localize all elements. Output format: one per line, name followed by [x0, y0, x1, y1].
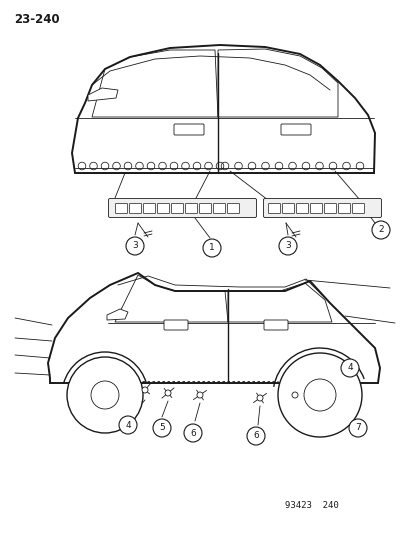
Text: 1: 1	[209, 244, 214, 253]
Circle shape	[67, 357, 142, 433]
FancyBboxPatch shape	[129, 204, 141, 214]
FancyBboxPatch shape	[143, 204, 155, 214]
FancyBboxPatch shape	[310, 204, 322, 214]
FancyBboxPatch shape	[199, 204, 211, 214]
Text: 4: 4	[125, 421, 131, 430]
Circle shape	[256, 395, 262, 401]
FancyBboxPatch shape	[108, 198, 256, 217]
Circle shape	[126, 237, 144, 255]
FancyBboxPatch shape	[227, 204, 239, 214]
Text: 5: 5	[159, 424, 164, 432]
FancyBboxPatch shape	[263, 198, 380, 217]
FancyBboxPatch shape	[338, 204, 350, 214]
Circle shape	[91, 381, 119, 409]
Text: 7: 7	[354, 424, 360, 432]
Circle shape	[247, 427, 264, 445]
Circle shape	[142, 387, 147, 393]
Text: 4: 4	[347, 364, 352, 373]
Text: 3: 3	[132, 241, 138, 251]
FancyBboxPatch shape	[185, 204, 197, 214]
FancyBboxPatch shape	[268, 204, 280, 214]
Polygon shape	[88, 88, 118, 101]
FancyBboxPatch shape	[351, 204, 363, 214]
FancyBboxPatch shape	[282, 204, 294, 214]
FancyBboxPatch shape	[157, 204, 169, 214]
FancyBboxPatch shape	[213, 204, 225, 214]
FancyBboxPatch shape	[171, 204, 183, 214]
Text: 23-240: 23-240	[14, 13, 59, 26]
Circle shape	[348, 419, 366, 437]
FancyBboxPatch shape	[280, 124, 310, 135]
Text: 93423  240: 93423 240	[284, 501, 338, 510]
Text: 3: 3	[285, 241, 290, 251]
Circle shape	[202, 239, 221, 257]
FancyBboxPatch shape	[164, 320, 188, 330]
Text: 6: 6	[190, 429, 195, 438]
FancyBboxPatch shape	[296, 204, 308, 214]
Circle shape	[165, 390, 171, 396]
Polygon shape	[107, 309, 128, 320]
Circle shape	[119, 416, 137, 434]
FancyBboxPatch shape	[263, 320, 287, 330]
FancyBboxPatch shape	[115, 204, 127, 214]
Text: 2: 2	[377, 225, 383, 235]
Circle shape	[183, 424, 202, 442]
FancyBboxPatch shape	[324, 204, 336, 214]
Circle shape	[291, 392, 297, 398]
Circle shape	[277, 353, 361, 437]
FancyBboxPatch shape	[173, 124, 204, 135]
Circle shape	[278, 237, 296, 255]
Text: 6: 6	[252, 432, 258, 440]
Circle shape	[303, 379, 335, 411]
Circle shape	[197, 392, 202, 398]
Circle shape	[371, 221, 389, 239]
Circle shape	[340, 359, 358, 377]
Circle shape	[153, 419, 171, 437]
